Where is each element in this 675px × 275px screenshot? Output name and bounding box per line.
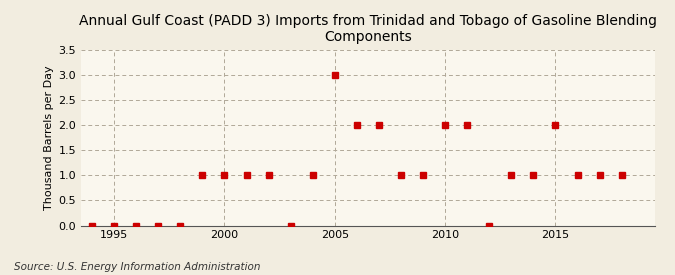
Title: Annual Gulf Coast (PADD 3) Imports from Trinidad and Tobago of Gasoline Blending: Annual Gulf Coast (PADD 3) Imports from …: [79, 14, 657, 44]
Y-axis label: Thousand Barrels per Day: Thousand Barrels per Day: [45, 65, 54, 210]
Text: Source: U.S. Energy Information Administration: Source: U.S. Energy Information Administ…: [14, 262, 260, 272]
